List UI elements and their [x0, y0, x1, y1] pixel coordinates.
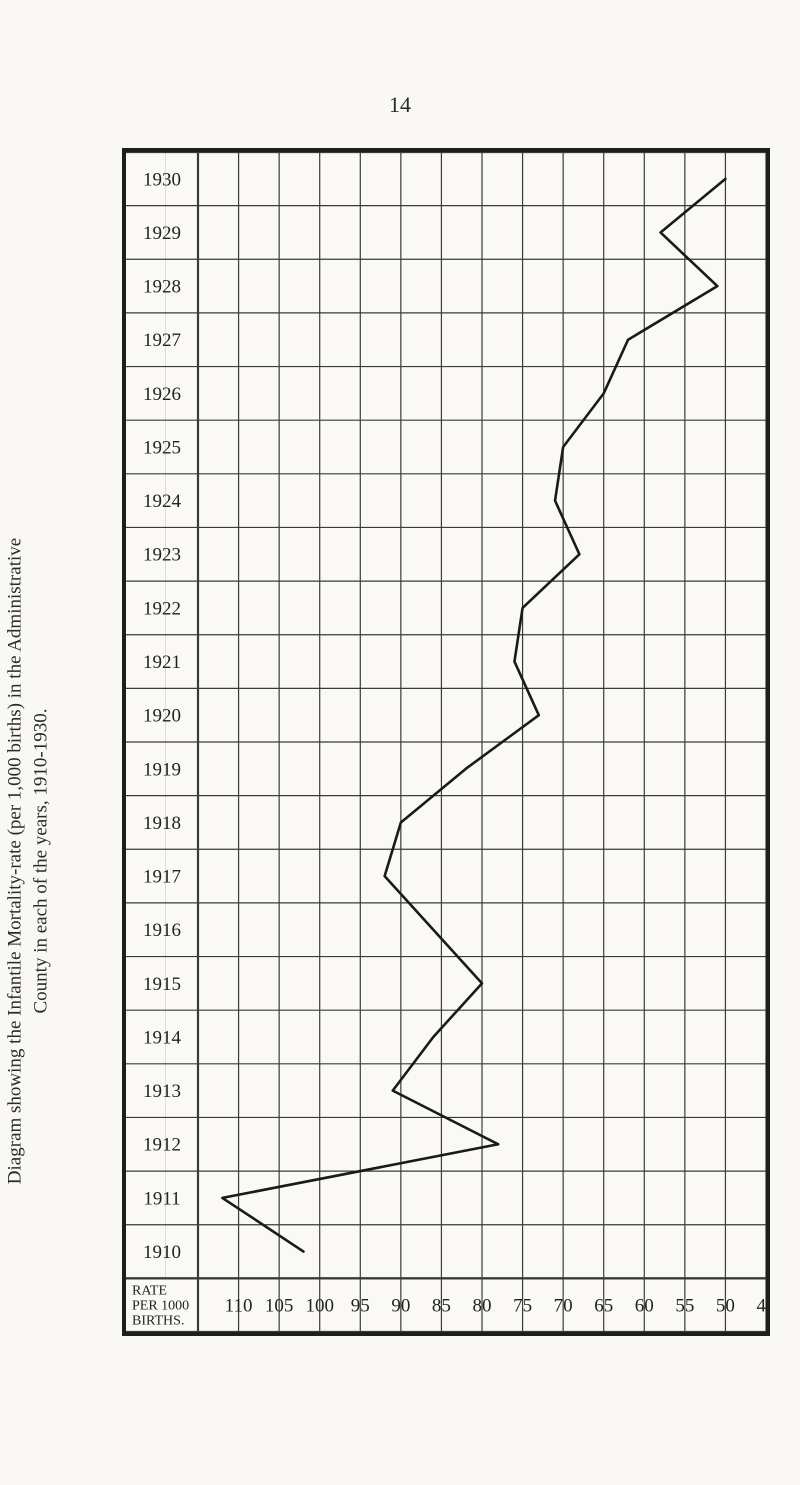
page-number: 14	[389, 92, 411, 118]
x-tick-label: 80	[473, 1296, 492, 1317]
x-tick-label: 75	[513, 1296, 532, 1317]
y-tick-label: 1923	[143, 545, 181, 566]
x-tick-label: 90	[391, 1296, 410, 1317]
y-tick-label: 1924	[143, 491, 182, 512]
y-tick-label: 1913	[143, 1081, 181, 1102]
x-tick-label: 95	[351, 1296, 370, 1317]
y-tick-label: 1928	[143, 277, 181, 298]
x-tick-label: 60	[635, 1296, 654, 1317]
y-tick-label: 1915	[143, 974, 181, 995]
y-tick-label: 1918	[143, 813, 181, 834]
x-tick-label: 70	[554, 1296, 573, 1317]
y-tick-label: 1929	[143, 223, 181, 244]
x-tick-label: 65	[594, 1296, 613, 1317]
y-tick-label: 1927	[143, 330, 181, 351]
chart-svg: 1930 1929 1928 1927 1926 1925 1924 1923 1922 1921…	[126, 152, 766, 1332]
y-tick-label: 1911	[143, 1188, 180, 1209]
y-tick-label: 1916	[143, 920, 181, 941]
y-tick-label: 1925	[143, 437, 181, 458]
y-tick-label: 1926	[143, 384, 181, 405]
axis-title: RATE	[132, 1283, 167, 1298]
axis-title: PER 1000	[132, 1298, 189, 1313]
x-tick-label: 110	[225, 1296, 253, 1317]
x-tick-label: 45	[757, 1296, 767, 1317]
y-tick-label: 1910	[143, 1242, 181, 1263]
x-tick-label: 105	[265, 1296, 294, 1317]
y-tick-label: 1922	[143, 598, 181, 619]
y-tick-label: 1919	[143, 759, 181, 780]
y-tick-label: 1920	[143, 706, 181, 727]
caption-line-1: Diagram showing the Infantile Mortality-…	[4, 538, 25, 1184]
x-tick-label: 100	[305, 1296, 334, 1317]
x-tick-label: 50	[716, 1296, 735, 1317]
y-tick-label: 1914	[143, 1027, 182, 1048]
y-tick-label: 1930	[143, 169, 181, 190]
axis-title: BIRTHS.	[132, 1313, 184, 1328]
mortality-chart: 1930 1929 1928 1927 1926 1925 1924 1923 1922 1921…	[122, 148, 770, 1336]
y-tick-label: 1921	[143, 652, 181, 673]
caption-line-2: County in each of the years, 1910-1930.	[30, 709, 51, 1014]
y-tick-label: 1912	[143, 1135, 181, 1156]
y-tick-label: 1917	[143, 867, 181, 888]
x-tick-label: 55	[675, 1296, 694, 1317]
x-tick-label: 85	[432, 1296, 451, 1317]
